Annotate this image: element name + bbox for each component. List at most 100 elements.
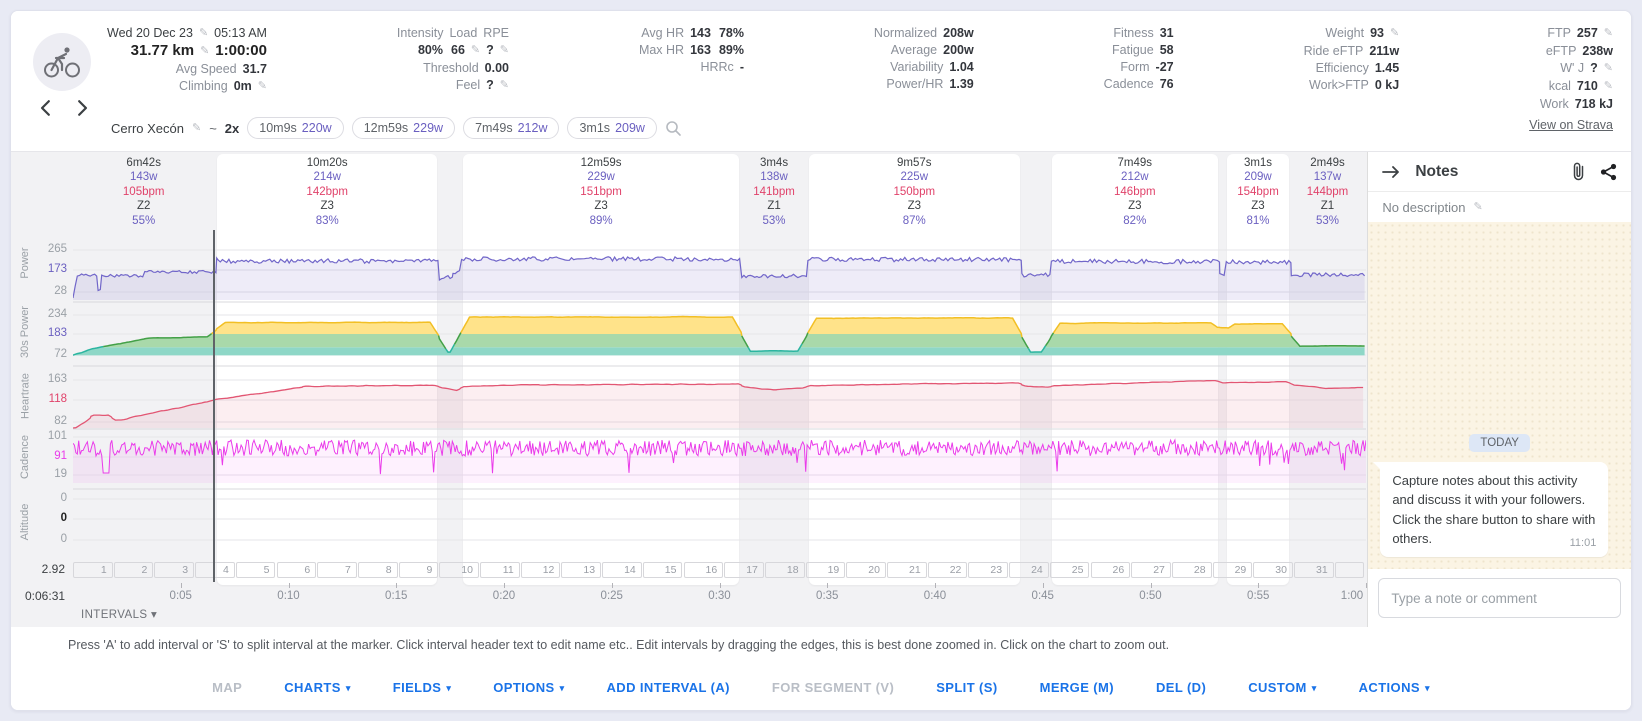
interval-chip[interactable]: 3m1s 209w bbox=[567, 117, 657, 139]
lap-cell[interactable]: 10 bbox=[439, 562, 479, 578]
toolbar-button-custom[interactable]: CUSTOM ▾ bbox=[1248, 679, 1317, 695]
share-icon[interactable] bbox=[1600, 163, 1617, 181]
interval-chip[interactable]: 10m9s 220w bbox=[247, 117, 344, 139]
toolbar-button-add-interval-a[interactable]: ADD INTERVAL (A) bbox=[606, 679, 730, 695]
time-tick bbox=[288, 583, 290, 588]
lap-cell[interactable]: 15 bbox=[642, 562, 683, 578]
lap-cell[interactable]: 8 bbox=[357, 562, 398, 578]
stat-label: Threshold bbox=[423, 61, 479, 75]
lap-cell[interactable]: 16 bbox=[683, 562, 724, 578]
toolbar-button-actions[interactable]: ACTIONS ▾ bbox=[1358, 679, 1430, 695]
toolbar-button-for-segment-v[interactable]: FOR SEGMENT (V) bbox=[771, 679, 895, 695]
interval-header[interactable]: 9m57s 225w 150bpm Z3 87% bbox=[893, 157, 936, 227]
lap-cell[interactable]: 20 bbox=[846, 562, 886, 578]
work-interval-column bbox=[462, 154, 740, 585]
lap-cell[interactable]: 14 bbox=[602, 562, 642, 578]
lap-cell[interactable]: 5 bbox=[235, 562, 276, 578]
chart-axis-gutter: Power 265 173 28 30s Power 234 183 72 Heartrate 1… bbox=[11, 152, 73, 627]
edit-icon[interactable]: ✎ bbox=[499, 44, 509, 56]
lap-cell[interactable]: 29 bbox=[1212, 562, 1253, 578]
lap-cell[interactable]: 21 bbox=[887, 562, 927, 578]
interval-header[interactable]: 3m1s 209w 154bpm Z3 81% bbox=[1237, 157, 1279, 227]
search-icon[interactable] bbox=[665, 120, 682, 137]
edit-icon[interactable]: ✎ bbox=[200, 45, 210, 57]
lap-cell[interactable]: 25 bbox=[1049, 562, 1090, 578]
lap-cell[interactable]: 17 bbox=[724, 562, 764, 578]
interval-chip[interactable]: 12m59s 229w bbox=[351, 117, 456, 139]
lap-cell[interactable]: 4 bbox=[195, 562, 235, 578]
stat-value: 257 bbox=[1576, 26, 1598, 40]
stat-row: Power/HR 1.39 bbox=[886, 76, 973, 92]
lap-cell[interactable]: 19 bbox=[805, 562, 846, 578]
lap-cell[interactable]: 6 bbox=[276, 562, 317, 578]
interval-header[interactable]: 10m20s 214w 142bpm Z3 83% bbox=[306, 157, 348, 227]
lap-cell[interactable]: 23 bbox=[968, 562, 1009, 578]
toolbar-button-charts[interactable]: CHARTS ▾ bbox=[284, 679, 351, 695]
lap-cell[interactable]: 31 bbox=[1294, 562, 1334, 578]
edit-icon[interactable]: ✎ bbox=[257, 80, 267, 92]
lap-cell[interactable]: 27 bbox=[1131, 562, 1171, 578]
edit-icon[interactable]: ✎ bbox=[198, 27, 209, 39]
lap-cell[interactable]: 7 bbox=[317, 562, 357, 578]
note-input[interactable] bbox=[1378, 578, 1621, 618]
interval-header[interactable]: 7m49s 212w 146bpm Z3 82% bbox=[1114, 157, 1156, 227]
interval-header[interactable]: 6m42s 143w 105bpm Z2 55% bbox=[122, 157, 165, 227]
lap-cell[interactable]: 11 bbox=[480, 562, 520, 578]
edit-icon[interactable]: ✎ bbox=[1603, 27, 1613, 39]
stat-value: 1.39 bbox=[949, 77, 974, 91]
chevron-down-icon: ▾ bbox=[345, 682, 351, 693]
toolbar-button-del-d[interactable]: DEL (D) bbox=[1155, 679, 1207, 695]
edit-icon[interactable]: ✎ bbox=[191, 121, 202, 134]
stat-value: 89% bbox=[718, 43, 744, 57]
lap-cell[interactable]: 22 bbox=[927, 562, 968, 578]
interval-chips: 10m9s 220w 12m59s 229w 7m49s 212w 3m1s 209w bbox=[247, 117, 657, 139]
lap-cell[interactable]: 26 bbox=[1090, 562, 1131, 578]
avatar[interactable] bbox=[33, 33, 91, 91]
stat-label: Normalized bbox=[873, 26, 938, 40]
edit-icon[interactable]: ✎ bbox=[1603, 62, 1613, 74]
lap-cell[interactable]: 24 bbox=[1009, 562, 1049, 578]
toolbar-button-options[interactable]: OPTIONS ▾ bbox=[493, 679, 565, 695]
lap-cell[interactable]: 13 bbox=[561, 562, 602, 578]
chart-marker-line[interactable] bbox=[213, 230, 215, 582]
interval-header[interactable]: 2m49s 137w 144bpm Z1 53% bbox=[1306, 157, 1349, 227]
interval-chip[interactable]: 7m49s 212w bbox=[463, 117, 560, 139]
edit-icon[interactable]: ✎ bbox=[499, 79, 509, 91]
lap-cell[interactable]: 18 bbox=[764, 562, 805, 578]
collapse-panel-icon[interactable] bbox=[1382, 165, 1401, 179]
stats-column-summary: Wed 20 Dec 23 ✎ 05:13 AM 31.77 km ✎ 1:00:00 Av… bbox=[107, 25, 267, 133]
edit-icon[interactable]: ✎ bbox=[1603, 80, 1613, 92]
interval-header[interactable]: 3m4s 138w 141bpm Z1 53% bbox=[753, 157, 795, 227]
activity-chart[interactable]: 6m42s 143w 105bpm Z2 55% 10m20s 214w 142bpm Z3 83… bbox=[11, 152, 1368, 627]
toolbar-button-fields[interactable]: FIELDS ▾ bbox=[392, 679, 452, 695]
next-activity-button[interactable] bbox=[73, 99, 91, 117]
toolbar-button-merge-m[interactable]: MERGE (M) bbox=[1039, 679, 1114, 695]
activity-title[interactable]: Cerro Xecón bbox=[111, 120, 184, 136]
stat-value: 718 kJ bbox=[1574, 97, 1613, 111]
lap-cell[interactable]: 9 bbox=[398, 562, 439, 578]
lap-cell[interactable]: 2 bbox=[113, 562, 154, 578]
view-on-strava-link[interactable]: View on Strava bbox=[1529, 118, 1613, 132]
toolbar-button-map[interactable]: MAP bbox=[212, 679, 243, 695]
lap-cell[interactable]: 12 bbox=[520, 562, 561, 578]
toolbar-button-split-s[interactable]: SPLIT (S) bbox=[936, 679, 998, 695]
interval-header[interactable]: 12m59s 229w 151bpm Z3 89% bbox=[580, 157, 622, 227]
edit-icon[interactable]: ✎ bbox=[470, 44, 481, 56]
prev-activity-button[interactable] bbox=[37, 99, 55, 117]
stat-value: 31.7 bbox=[242, 62, 267, 76]
attachment-icon[interactable] bbox=[1571, 162, 1586, 181]
activity-traces[interactable] bbox=[73, 228, 1366, 559]
stat-value: 58 bbox=[1159, 43, 1174, 57]
y-tick: 0 bbox=[60, 512, 67, 524]
time-tick-label: 0:55 bbox=[1247, 590, 1270, 602]
edit-icon[interactable]: ✎ bbox=[1473, 200, 1483, 213]
help-text: Press 'A' to add interval or 'S' to spli… bbox=[11, 626, 1631, 663]
intervals-dropdown[interactable]: INTERVALS ▾ bbox=[81, 609, 158, 621]
lap-cell[interactable]: 1 bbox=[73, 562, 113, 578]
lap-cell[interactable]: 3 bbox=[154, 562, 195, 578]
lap-cell[interactable]: 30 bbox=[1253, 562, 1293, 578]
lap-cell[interactable]: 28 bbox=[1171, 562, 1212, 578]
time-tick-label: 0:35 bbox=[816, 590, 839, 602]
activity-header: Wed 20 Dec 23 ✎ 05:13 AM 31.77 km ✎ 1:00:00 Av… bbox=[11, 11, 1631, 151]
edit-icon[interactable]: ✎ bbox=[1389, 27, 1400, 39]
